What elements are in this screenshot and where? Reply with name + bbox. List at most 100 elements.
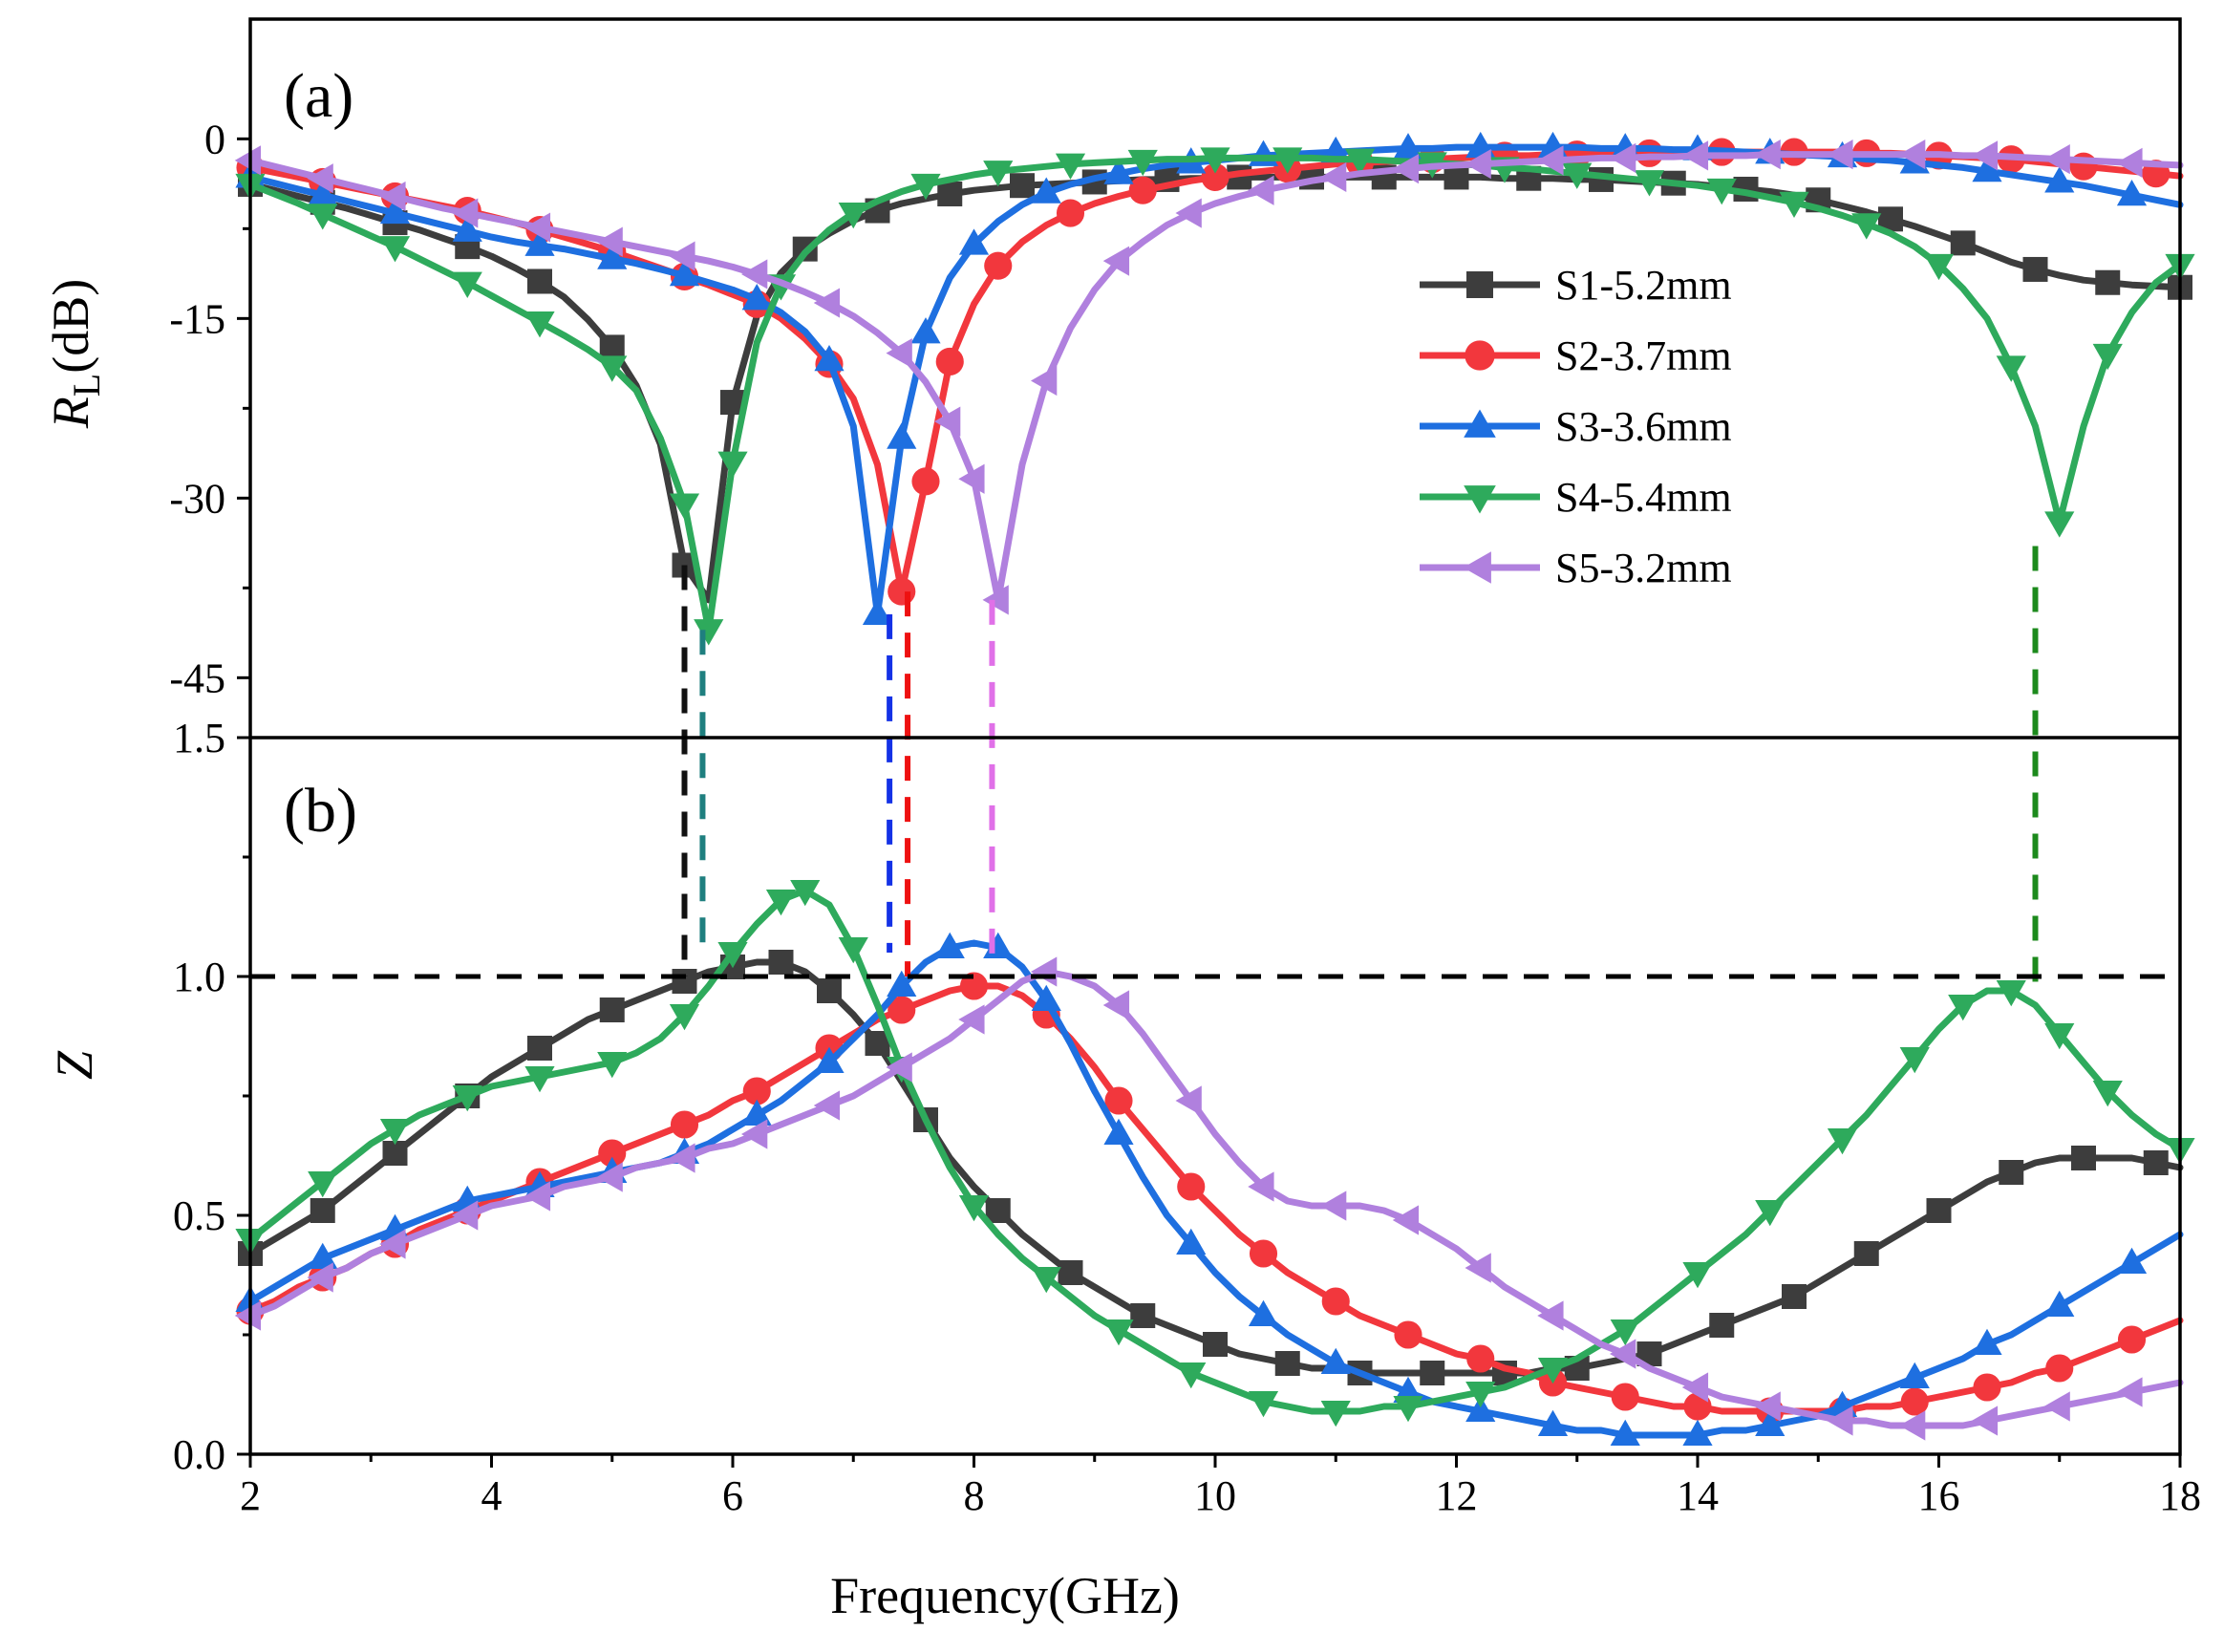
panel-b-data-point xyxy=(2117,1325,2147,1354)
y-axis-title-a: RL(dB) xyxy=(42,279,108,429)
panel-a-data-point xyxy=(958,463,985,494)
panel-b-series-3 xyxy=(235,932,2184,1447)
panel-b-data-point xyxy=(1755,1409,1786,1437)
x-tick-label: 2 xyxy=(240,1472,261,1519)
panel-a-data-point xyxy=(910,317,941,344)
panel-b-data-point xyxy=(527,1036,552,1061)
panel-a-series-4 xyxy=(235,147,2195,646)
panel-a-data-point xyxy=(524,229,555,256)
panel-a-data-point xyxy=(1635,139,1664,167)
panel-b-data-point xyxy=(1248,1390,1279,1418)
panel-b-data-point xyxy=(234,1300,262,1331)
panel-b-data-point xyxy=(2045,1354,2074,1383)
panel-b-data-point xyxy=(2116,1247,2148,1275)
panel-a-data-point xyxy=(813,288,841,318)
panel-a-data-point xyxy=(1899,139,1926,170)
panel-a-label: (a) xyxy=(284,61,353,131)
panel-a-data-point xyxy=(886,338,912,369)
panel-b-data-point xyxy=(1203,1332,1228,1357)
panel-b-data-point xyxy=(817,978,842,1003)
y-tick-label-b: 0.0 xyxy=(173,1431,225,1478)
panel-a-data-point xyxy=(911,467,940,496)
panel-b-data-point xyxy=(1853,1241,1879,1266)
panel-a-data-point xyxy=(452,198,479,228)
panel-a-data-point xyxy=(1102,246,1130,276)
panel-a-data-point xyxy=(1923,253,1955,281)
panel-b-data-point xyxy=(1611,1383,1639,1411)
panel-b-data-point xyxy=(1610,1419,1640,1447)
panel-a-data-point xyxy=(984,251,1013,280)
panel-b-data-point xyxy=(1827,1405,1853,1436)
x-tick-label: 10 xyxy=(1194,1472,1236,1519)
panel-a-data-point xyxy=(2092,343,2123,371)
panel-a-data-point xyxy=(379,181,406,212)
panel-b-data-point xyxy=(959,972,989,1000)
panel-b-data-point xyxy=(670,1110,699,1139)
panel-b-data-point xyxy=(1999,1160,2024,1185)
panel-b-series-5 xyxy=(234,956,2184,1441)
panel-b-data-point xyxy=(1393,1395,1423,1423)
panel-a-data-point xyxy=(1681,140,1709,171)
panel-b-data-point xyxy=(1610,1339,1636,1369)
panel-b-data-point xyxy=(2044,1290,2075,1318)
y-tick-label-b: 1.5 xyxy=(173,715,225,762)
panel-a-data-point xyxy=(1971,140,1999,171)
panel-b-data-point xyxy=(958,1004,985,1035)
panel-b-data-point xyxy=(1681,1372,1709,1403)
panel-a-data-point xyxy=(1055,153,1086,180)
panel-b-series-1 xyxy=(238,950,2184,1385)
panel-b-data-point xyxy=(1971,1405,1999,1436)
panel-b-data-point xyxy=(1320,1191,1347,1221)
panel-a-data-point xyxy=(982,585,1009,615)
panel-a-data-point xyxy=(1200,147,1230,174)
panel-b-data-point xyxy=(599,998,625,1022)
panel-b-data-point xyxy=(1392,1205,1420,1235)
panel-b-data-point xyxy=(1102,990,1130,1020)
panel-a-data-point xyxy=(1248,175,1274,205)
panel-b-data-point xyxy=(308,1170,338,1198)
panel-a-data-point xyxy=(1393,133,1423,160)
panel-b-data-point xyxy=(307,1262,333,1293)
panel-b-data-point xyxy=(813,1090,841,1121)
legend-marker xyxy=(1466,271,1493,298)
panel-a-data-point xyxy=(669,241,695,271)
panel-a-data-point xyxy=(694,619,724,646)
x-tick-label: 18 xyxy=(2159,1472,2201,1519)
x-tick-label: 8 xyxy=(964,1472,985,1519)
panel-b-data-point xyxy=(838,936,868,964)
legend-label: S5-3.2mm xyxy=(1555,545,1732,591)
panel-b-data-point xyxy=(598,1139,627,1168)
legend-marker xyxy=(1465,340,1495,371)
panel-a-data-point xyxy=(1851,213,1882,240)
panel-a-data-point xyxy=(1465,149,1491,180)
panel-a-data-point xyxy=(1537,145,1564,176)
panel-b-data-point xyxy=(1899,1046,1930,1074)
panel-a-data-point xyxy=(1103,158,1134,184)
panel-b-data-point xyxy=(524,1181,551,1212)
panel-a-data-point xyxy=(838,202,868,229)
legend-item-5: S5-3.2mm xyxy=(1420,545,1732,591)
panel-b-data-point xyxy=(1972,1328,2002,1356)
panel-b-data-point xyxy=(1176,1228,1207,1255)
panel-b-series-line xyxy=(246,887,2184,1415)
panel-a-data-point xyxy=(862,598,893,625)
y-tick-label-b: 0.5 xyxy=(173,1192,225,1239)
panel-a-series-1 xyxy=(238,164,2192,604)
y-tick-label-b: 1.0 xyxy=(173,954,225,1000)
legend: S1-5.2mm S2-3.7mm S3-3.6mm S4-5.4mm S5-3.2mm xyxy=(1420,262,1732,591)
x-tick-label: 4 xyxy=(481,1472,503,1519)
panel-b-data-point xyxy=(717,941,748,969)
panel-b-data-point xyxy=(2143,1150,2169,1175)
panel-b-data-point xyxy=(1175,1085,1202,1116)
panel-b-data-point xyxy=(1103,1319,1134,1346)
panel-a-data-point xyxy=(910,173,941,201)
panel-a-data-point xyxy=(1320,161,1347,193)
panel-b-data-point xyxy=(1466,1344,1495,1373)
panel-a-data-point xyxy=(1950,230,1976,256)
panel-b-data-point xyxy=(742,1077,771,1105)
panel-a-data-point xyxy=(1706,178,1737,205)
panel-a-data-point xyxy=(307,163,333,194)
panel-b-data-point xyxy=(1827,1127,1858,1155)
panel-b-data-point xyxy=(1782,1284,1807,1309)
panel-b-data-point xyxy=(379,1118,411,1146)
